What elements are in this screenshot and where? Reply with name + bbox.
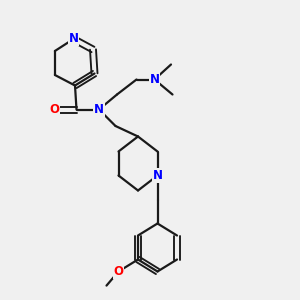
Text: O: O (49, 103, 59, 116)
Text: N: N (152, 169, 163, 182)
Text: N: N (68, 32, 79, 46)
Text: O: O (113, 265, 124, 278)
Text: N: N (94, 103, 104, 116)
Text: N: N (149, 73, 160, 86)
